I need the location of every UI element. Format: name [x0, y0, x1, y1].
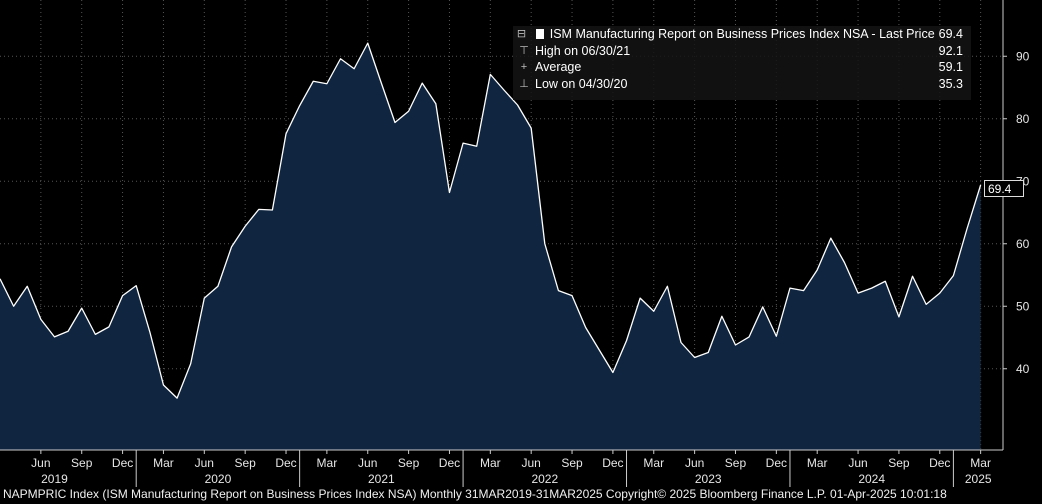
legend-collapse-icon[interactable]: ⊟ [516, 28, 527, 40]
year-label: 2022 [531, 472, 558, 486]
legend-row-title: ⊟ ISM Manufacturing Report on Business P… [513, 26, 971, 43]
y-tick-label: 90 [1016, 49, 1030, 63]
series-line [0, 42, 982, 399]
high-marker-icon: ⊤ [519, 44, 529, 57]
average-marker-icon: + [520, 61, 528, 73]
y-tick-label: 40 [1016, 362, 1030, 376]
x-tick-label: Dec [602, 456, 623, 470]
axes: 405060708090JunSepDecMarJunSepDecMarJunS… [0, 0, 1030, 487]
year-label: 2020 [205, 472, 232, 486]
x-tick-label: Mar [480, 456, 501, 470]
legend-average-label: Average [535, 60, 582, 74]
legend-high-value: 92.1 [938, 43, 963, 58]
x-tick-label: Dec [112, 456, 133, 470]
x-tick-label: Sep [71, 456, 93, 470]
footer-text: NAPMPRIC Index (ISM Manufacturing Report… [3, 487, 947, 501]
x-tick-label: Sep [398, 456, 420, 470]
legend-row-average: + Average 59.1 [513, 59, 971, 76]
x-tick-label: Sep [234, 456, 256, 470]
last-value-badge: 69.4 [984, 180, 1024, 197]
legend-row-low: ⊥ Low on 04/30/20 35.3 [513, 76, 971, 93]
year-label: 2025 [965, 472, 992, 486]
x-tick-label: Jun [195, 456, 214, 470]
x-tick-label: Jun [685, 456, 704, 470]
legend-title: ISM Manufacturing Report on Business Pri… [549, 27, 935, 41]
x-tick-label: Mar [643, 456, 664, 470]
year-label: 2021 [368, 472, 395, 486]
year-label: 2023 [695, 472, 722, 486]
x-tick-label: Dec [766, 456, 787, 470]
x-tick-label: Dec [929, 456, 950, 470]
y-tick-label: 80 [1016, 112, 1030, 126]
x-tick-label: Mar [317, 456, 338, 470]
x-tick-label: Mar [970, 456, 991, 470]
series-area [0, 42, 982, 450]
low-marker-icon: ⊥ [519, 77, 529, 90]
x-tick-label: Jun [358, 456, 377, 470]
x-tick-label: Sep [561, 456, 583, 470]
x-tick-label: Sep [725, 456, 747, 470]
legend-high-label: High on 06/30/21 [535, 43, 631, 58]
x-tick-label: Jun [31, 456, 50, 470]
series-swatch [536, 29, 544, 40]
y-tick-label: 60 [1016, 237, 1030, 251]
x-tick-label: Sep [888, 456, 910, 470]
legend-row-high: ⊤ High on 06/30/21 92.1 [513, 43, 971, 60]
x-tick-label: Mar [153, 456, 174, 470]
series-area-fill [0, 43, 981, 450]
x-tick-label: Dec [439, 456, 460, 470]
year-label: 2024 [858, 472, 885, 486]
year-label: 2019 [41, 472, 68, 486]
x-tick-label: Jun [522, 456, 541, 470]
legend-box: ⊟ ISM Manufacturing Report on Business P… [513, 26, 971, 100]
x-tick-label: Dec [275, 456, 296, 470]
legend-last-price: 69.4 [938, 27, 963, 41]
legend-low-label: Low on 04/30/20 [535, 76, 628, 91]
legend-low-value: 35.3 [938, 76, 963, 91]
y-tick-label: 50 [1016, 299, 1030, 313]
x-tick-label: Mar [807, 456, 828, 470]
x-tick-label: Jun [848, 456, 867, 470]
legend-average-value: 59.1 [938, 60, 963, 74]
